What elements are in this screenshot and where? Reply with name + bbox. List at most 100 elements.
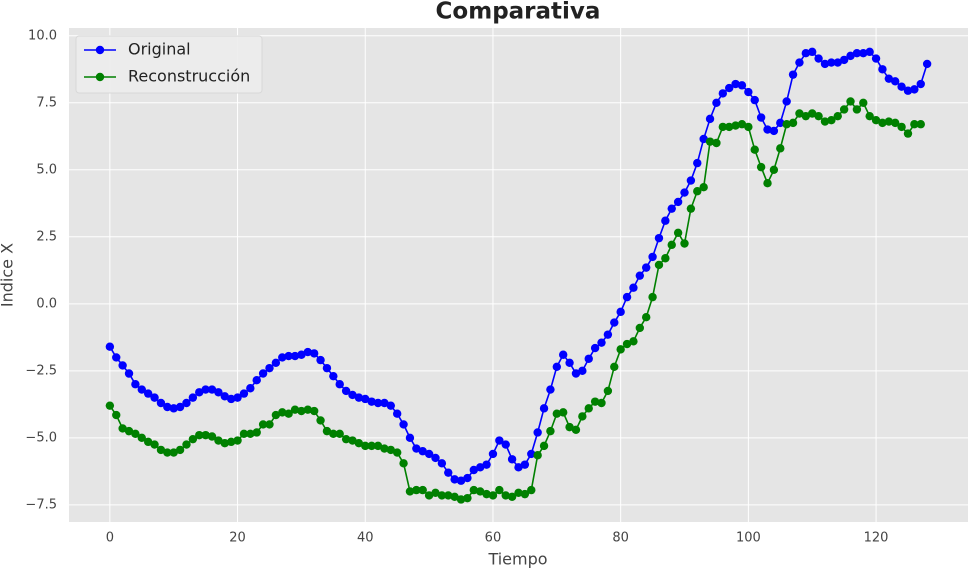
- data-point: [207, 385, 217, 394]
- data-point: [731, 121, 740, 130]
- data-point: [214, 388, 223, 397]
- data-point: [290, 351, 300, 361]
- y-tick-label: 7.5: [36, 95, 57, 110]
- data-point: [622, 292, 632, 302]
- data-point: [916, 120, 925, 129]
- data-point: [578, 366, 587, 376]
- data-point: [341, 386, 351, 396]
- data-point: [156, 398, 166, 408]
- data-point: [680, 239, 689, 248]
- data-point: [897, 122, 906, 132]
- data-point: [105, 401, 115, 410]
- data-point: [820, 59, 830, 69]
- data-point: [610, 318, 619, 327]
- data-point: [297, 350, 306, 359]
- data-point: [175, 445, 185, 455]
- data-point: [565, 358, 574, 367]
- data-point: [776, 144, 785, 153]
- data-point: [456, 476, 466, 485]
- data-point: [565, 422, 574, 432]
- data-point: [297, 406, 306, 416]
- data-point: [661, 216, 670, 225]
- data-point: [226, 394, 236, 404]
- data-point: [450, 475, 459, 484]
- data-point: [361, 394, 370, 404]
- x-tick-label: 100: [736, 531, 761, 546]
- data-point: [271, 410, 281, 420]
- data-point: [705, 114, 715, 124]
- data-point: [329, 429, 338, 439]
- data-point: [846, 97, 855, 106]
- data-point: [827, 116, 836, 125]
- data-point: [367, 397, 376, 406]
- data-point: [380, 444, 389, 453]
- data-point: [769, 165, 779, 174]
- data-point: [705, 137, 715, 146]
- data-point: [750, 145, 759, 154]
- data-point: [871, 116, 881, 125]
- data-point: [673, 197, 683, 207]
- data-point: [150, 440, 159, 449]
- data-point: [220, 392, 229, 401]
- data-point: [386, 445, 396, 455]
- data-point: [584, 354, 593, 363]
- data-point: [501, 440, 510, 449]
- data-point: [418, 447, 427, 456]
- data-point: [233, 393, 242, 402]
- data-point: [265, 363, 274, 373]
- data-point: [756, 162, 766, 172]
- data-point: [290, 405, 300, 414]
- data-point: [616, 307, 625, 317]
- data-point: [533, 428, 542, 437]
- data-point: [833, 58, 842, 67]
- x-tick-label: 40: [357, 531, 374, 546]
- data-point: [712, 98, 721, 107]
- data-point: [871, 54, 881, 63]
- data-point: [884, 117, 894, 126]
- data-point: [820, 117, 830, 126]
- y-tick-label: −2.5: [25, 363, 57, 378]
- data-point: [118, 361, 127, 370]
- data-point: [501, 491, 510, 500]
- chart-title: Comparativa: [436, 0, 601, 25]
- data-point: [603, 330, 613, 339]
- plot-area: [69, 28, 968, 522]
- data-point: [131, 380, 140, 389]
- data-point: [424, 449, 434, 459]
- data-point: [456, 495, 466, 504]
- data-point: [284, 351, 293, 361]
- data-point: [507, 455, 517, 464]
- data-point: [629, 283, 638, 292]
- data-point: [418, 485, 427, 495]
- data-point: [169, 404, 178, 413]
- data-point: [482, 489, 491, 499]
- legend-marker: [95, 45, 105, 55]
- data-point: [195, 388, 204, 397]
- data-point: [450, 492, 459, 502]
- data-point: [520, 460, 530, 469]
- data-point: [635, 271, 645, 280]
- data-point: [648, 252, 657, 262]
- data-point: [725, 83, 734, 93]
- data-point: [520, 489, 530, 499]
- data-point: [507, 492, 517, 502]
- data-point: [284, 409, 293, 418]
- data-point: [233, 436, 242, 445]
- data-point: [673, 228, 683, 237]
- data-point: [527, 485, 536, 495]
- y-tick-label: 5.0: [36, 162, 57, 177]
- data-point: [648, 292, 657, 302]
- data-point: [392, 409, 402, 418]
- data-point: [239, 389, 249, 398]
- data-point: [348, 390, 357, 400]
- data-point: [226, 437, 236, 447]
- data-point: [865, 111, 874, 121]
- data-point: [776, 118, 785, 128]
- data-point: [278, 408, 287, 417]
- data-point: [143, 437, 153, 447]
- data-point: [782, 120, 791, 129]
- data-point: [897, 82, 906, 91]
- data-point: [750, 95, 759, 105]
- data-point: [603, 386, 613, 396]
- data-point: [380, 398, 389, 408]
